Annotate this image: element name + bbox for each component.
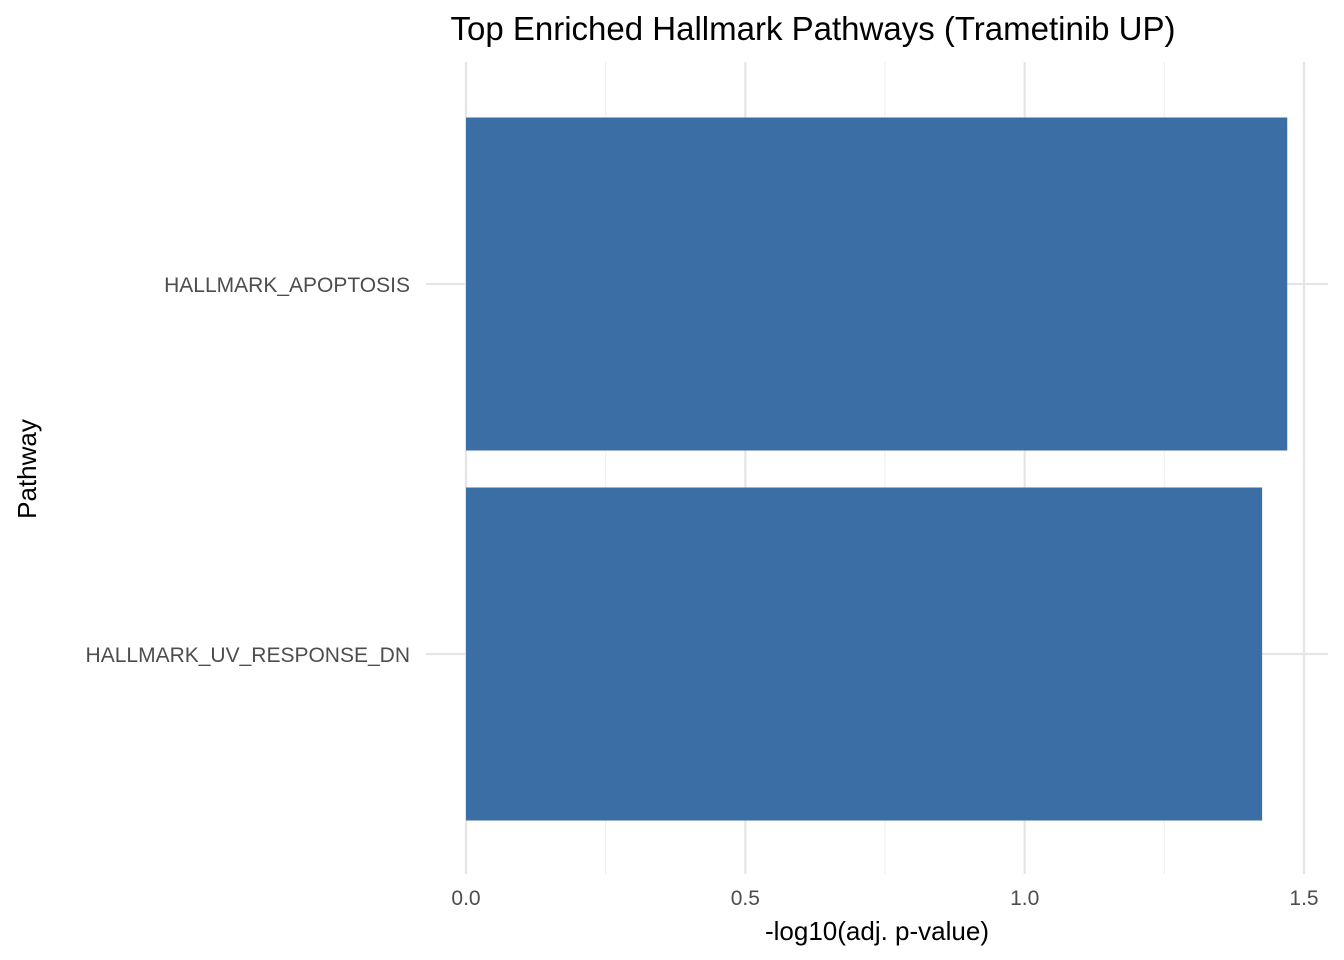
bar-hallmark-apoptosis xyxy=(466,117,1288,451)
y-tick-label: HALLMARK_UV_RESPONSE_DN xyxy=(86,644,410,667)
x-tick-labels: 0.0 0.5 1.0 1.5 xyxy=(451,887,1318,910)
y-tick-labels: HALLMARK_APOPTOSIS HALLMARK_UV_RESPONSE_D… xyxy=(86,274,410,667)
x-axis-title: -log10(adj. p-value) xyxy=(765,916,989,946)
bars-layer xyxy=(466,117,1288,821)
x-tick-label: 0.5 xyxy=(731,887,760,910)
y-axis-title: Pathway xyxy=(12,419,42,519)
x-tick-label: 0.0 xyxy=(451,887,480,910)
x-tick-label: 1.5 xyxy=(1289,887,1318,910)
y-tick-label: HALLMARK_APOPTOSIS xyxy=(164,274,410,297)
chart-title: Top Enriched Hallmark Pathways (Trametin… xyxy=(450,10,1175,47)
x-tick-label: 1.0 xyxy=(1010,887,1039,910)
bar-hallmark-uv-response-dn xyxy=(466,487,1263,821)
